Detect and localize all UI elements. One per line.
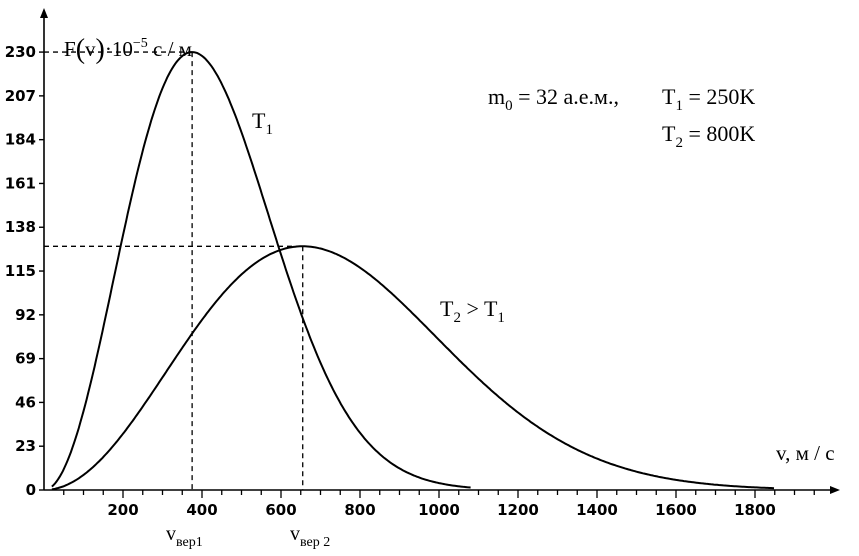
x-axis-label: v, м / с [776,441,835,465]
curve-series-1 [51,51,471,489]
x-tick-label: 600 [265,501,296,519]
x-tick-label: 1800 [734,501,776,519]
y-tick-label: 46 [15,393,36,411]
x-axis-arrow [830,486,840,494]
param-t2: T2 = 800K [662,121,755,151]
marker-label-v1: vвер1 [166,523,203,550]
curve-series-2 [51,245,775,491]
x-tick-label: 400 [186,501,217,519]
x-tick-label: 1200 [497,501,539,519]
y-tick-label: 69 [15,350,36,368]
curves [51,51,775,491]
param-m0: m0 = 32 а.е.м., [488,84,619,114]
x-tick-label: 800 [344,501,375,519]
marker-label-v2: vвер 2 [290,523,330,550]
y-axis-arrow [40,8,48,18]
y-tick-label: 92 [15,306,36,324]
series-label-t2: T2 > T1 [440,296,505,326]
y-tick-label: 184 [5,131,36,149]
y-tick-label: 230 [5,43,36,61]
axes [40,8,840,494]
y-tick-label: 161 [5,174,36,192]
x-ticks: 200 400 600 800 1000 1200 1400 1600 1800 [63,490,815,519]
y-tick-label: 138 [5,218,36,236]
y-tick-label: 23 [15,437,36,455]
y-tick-label: 207 [5,87,36,105]
y-tick-label: 0 [26,481,36,499]
x-tick-label: 1600 [655,501,697,519]
y-tick-label: 115 [5,262,36,280]
guide-lines [44,51,304,490]
y-axis-label: F(v)·10−5 с / м [64,34,192,65]
y-ticks: 0 23 46 69 92 115 138 161 184 207 230 [5,43,44,499]
x-tick-label: 1000 [418,501,460,519]
x-tick-label: 1400 [576,501,618,519]
series-label-t1: T1 [252,108,273,138]
param-t1: T1 = 250K [662,84,755,114]
x-tick-label: 200 [107,501,138,519]
